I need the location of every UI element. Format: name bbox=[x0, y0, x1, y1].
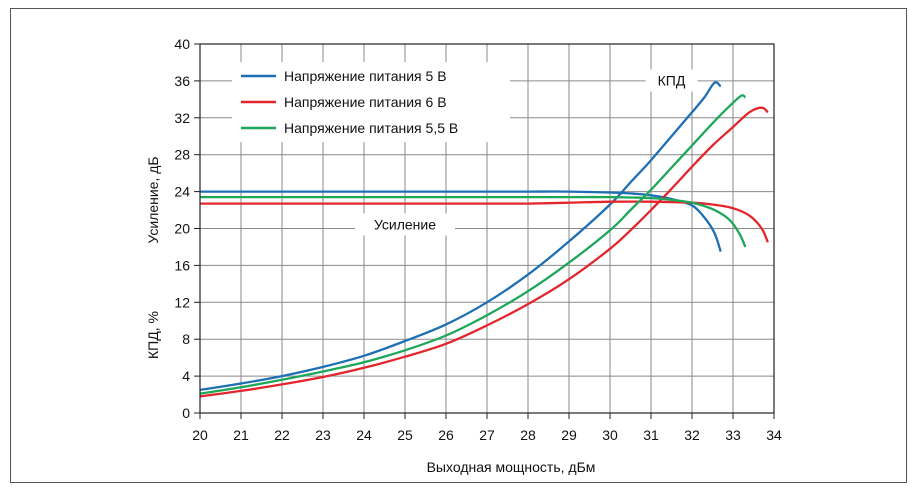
annotation-gain: Усиление bbox=[374, 217, 436, 233]
legend-label-6v: Напряжение питания 6 В bbox=[284, 94, 447, 110]
x-tick-label: 21 bbox=[233, 427, 249, 443]
x-tick-label: 22 bbox=[274, 427, 290, 443]
x-tick-label: 32 bbox=[684, 427, 700, 443]
x-tick-label: 26 bbox=[438, 427, 454, 443]
x-tick-label: 31 bbox=[643, 427, 659, 443]
annotation-efficiency-bg bbox=[645, 69, 698, 92]
x-tick-label: 24 bbox=[356, 427, 372, 443]
efficiency-curve-5-5v bbox=[199, 94, 747, 395]
x-tick-labels: 20 21 22 23 24 25 26 27 28 29 30 31 32 33 34 bbox=[192, 427, 782, 443]
y-axis-title-efficiency: КПД, % bbox=[145, 311, 161, 359]
x-tick-label: 30 bbox=[602, 427, 618, 443]
y-tick-label: 0 bbox=[182, 405, 190, 421]
y-tick-label: 24 bbox=[174, 184, 190, 200]
y-tick-label: 40 bbox=[174, 36, 190, 52]
x-tick-label: 25 bbox=[397, 427, 413, 443]
x-tick-label: 29 bbox=[561, 427, 577, 443]
x-tick-label: 33 bbox=[725, 427, 741, 443]
gain-curve-6v bbox=[199, 200, 769, 243]
plot-area-border bbox=[199, 43, 775, 414]
legend-label-5v: Напряжение питания 5 В bbox=[284, 68, 447, 84]
y-tick-label: 20 bbox=[174, 221, 190, 237]
x-tick-label: 34 bbox=[766, 427, 782, 443]
legend-background bbox=[232, 62, 510, 142]
y-tick-label: 4 bbox=[182, 368, 190, 384]
annotation-efficiency: КПД bbox=[658, 73, 686, 89]
efficiency-curve-6v bbox=[199, 106, 769, 398]
legend-label-5-5v: Напряжение питания 5,5 В bbox=[284, 120, 458, 136]
axes bbox=[194, 43, 775, 419]
annotation-gain-bg bbox=[355, 213, 455, 236]
x-tick-label: 28 bbox=[520, 427, 536, 443]
y-tick-labels: 0 4 8 12 16 20 24 28 32 36 40 bbox=[174, 36, 190, 421]
y-tick-label: 8 bbox=[182, 331, 190, 347]
x-tick-label: 27 bbox=[479, 427, 495, 443]
y-tick-label: 12 bbox=[174, 294, 190, 310]
series-lines bbox=[199, 81, 769, 398]
legend: Напряжение питания 5 В Напряжение питани… bbox=[232, 62, 510, 142]
annotation-backgrounds bbox=[355, 69, 698, 236]
y-tick-label: 16 bbox=[174, 257, 190, 273]
gain-curve-5v bbox=[200, 190, 722, 252]
gain-curve-5-5v bbox=[200, 195, 747, 248]
y-tick-label: 28 bbox=[174, 147, 190, 163]
x-axis-title: Выходная мощность, дБм bbox=[427, 459, 596, 475]
x-tick-label: 20 bbox=[192, 427, 208, 443]
y-tick-label: 36 bbox=[174, 73, 190, 89]
y-axis-title-gain: Усиление, дБ bbox=[145, 156, 161, 243]
x-tick-label: 23 bbox=[315, 427, 331, 443]
y-tick-label: 32 bbox=[174, 110, 190, 126]
efficiency-curve-5v bbox=[199, 81, 722, 392]
